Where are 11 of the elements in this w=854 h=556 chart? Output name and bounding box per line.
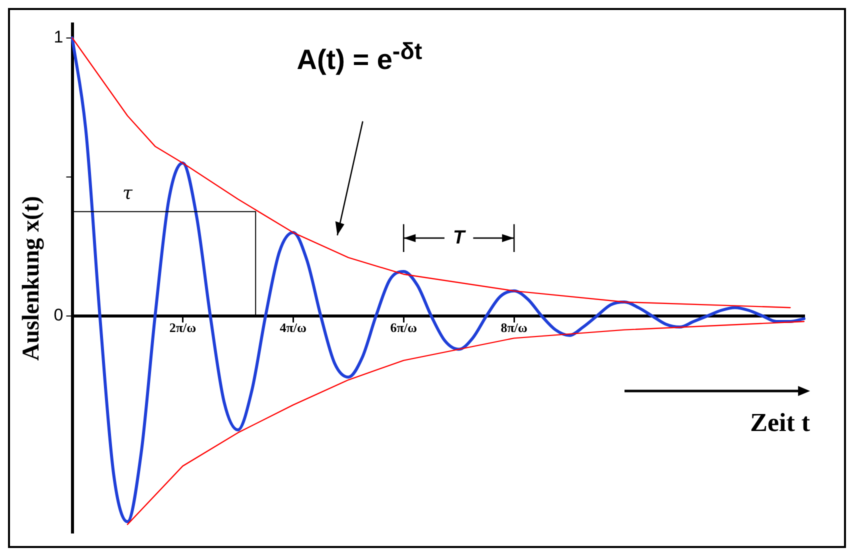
y-tick-label: 0 — [54, 306, 64, 325]
x-tick-label: 2π/ω — [169, 320, 196, 336]
annotation: A(t) = e$^{-δt}$ — [296, 38, 422, 76]
x-tick-label: 4π/ω — [280, 320, 307, 336]
y-axis-title: Auslenkung x(t) — [18, 196, 45, 361]
y-tick-label: 1 — [54, 28, 64, 47]
annotation: τ — [122, 182, 132, 204]
x-tick-label: 8π/ω — [500, 320, 528, 336]
x-axis-title: Zeit t — [750, 408, 810, 438]
annotation: T — [453, 228, 465, 249]
x-tick-label: 6π/ω — [390, 320, 417, 336]
